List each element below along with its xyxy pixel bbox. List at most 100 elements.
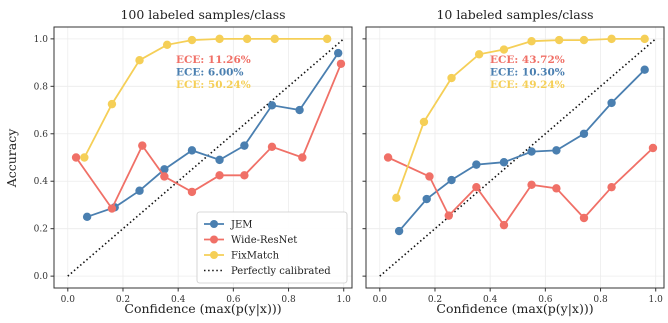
data-point-fixmatch: [187, 35, 197, 45]
series-line-wide-resnet: [75, 63, 342, 211]
data-point-jem: [447, 175, 456, 185]
data-point-wide-resnet: [240, 171, 249, 180]
data-point-jem: [499, 158, 509, 167]
legend-box: [196, 211, 348, 284]
x-tick-label: 0.0: [61, 295, 76, 305]
data-point-wide-resnet: [579, 213, 589, 223]
x-tick-label: 0.6: [538, 295, 553, 305]
data-point-wide-resnet: [107, 204, 117, 213]
x-tick-label: 0.6: [226, 295, 241, 305]
chart-title: 100 labeled samples/class: [120, 7, 285, 22]
data-point-fixmatch: [80, 153, 89, 162]
data-point-wide-resnet: [444, 211, 453, 220]
data-point-wide-resnet: [425, 172, 434, 181]
ece-label-wide-resnet: ECE: 11.26%: [176, 54, 251, 66]
y-tick-label: 1.0: [34, 35, 49, 45]
legend-label: FixMatch: [231, 251, 280, 262]
y-tick-label: 0.8: [34, 82, 49, 92]
data-point-jem: [267, 101, 277, 110]
data-point-wide-resnet: [160, 172, 169, 181]
data-point-fixmatch: [162, 40, 172, 49]
legend-marker: [210, 235, 218, 244]
series-line-jem: [86, 52, 339, 218]
chart-panels: 100 labeled samples/class 0.0 0.2 0.4 0.6 0.8…: [34, 7, 665, 316]
data-point-jem: [160, 165, 169, 174]
data-point-fixmatch: [392, 193, 401, 203]
series-line-jem: [398, 69, 646, 232]
data-point-jem: [552, 146, 561, 155]
data-point-wide-resnet: [298, 153, 307, 162]
legend-marker: [210, 251, 218, 259]
legend-marker: [210, 220, 218, 228]
data-point-fixmatch: [579, 35, 589, 45]
y-tick-label: 0.4: [34, 177, 49, 187]
x-tick-label: 0.4: [171, 295, 186, 305]
data-point-wide-resnet: [527, 180, 536, 189]
data-point-wide-resnet: [383, 153, 393, 162]
data-point-fixmatch: [135, 56, 144, 65]
legend-label: JEM: [230, 220, 253, 231]
data-point-wide-resnet: [187, 187, 197, 197]
x-axis-label: Confidence (max(p(y|x))): [436, 301, 593, 316]
ece-label-jem: ECE: 6.00%: [176, 67, 243, 79]
data-point-wide-resnet: [71, 153, 81, 162]
x-tick-label: 0.2: [428, 295, 442, 305]
ece-label-jem: ECE: 10.30%: [490, 67, 565, 79]
x-tick-label: 1.0: [649, 295, 664, 305]
data-point-jem: [472, 160, 481, 169]
series-line-fixmatch: [395, 38, 645, 199]
plot-frame: [53, 26, 353, 289]
data-point-jem: [607, 98, 616, 108]
data-point-fixmatch: [270, 34, 279, 44]
data-point-fixmatch: [607, 34, 616, 44]
data-point-fixmatch: [419, 117, 429, 127]
data-point-jem: [334, 48, 343, 58]
legend-label: Perfectly calibrated: [231, 266, 331, 277]
data-point-jem: [579, 129, 589, 138]
data-point-wide-resnet: [472, 182, 481, 192]
data-point-jem: [394, 226, 404, 236]
data-point-wide-resnet: [267, 142, 277, 152]
x-tick-label: 0.8: [281, 295, 296, 305]
y-tick-label: 0.2: [34, 225, 48, 235]
legend-label: Wide-ResNet: [231, 235, 297, 246]
data-point-jem: [240, 141, 249, 150]
data-point-jem: [215, 155, 224, 165]
chart-panel-1: 100 labeled samples/class 0.0 0.2 0.4 0.6 0.8…: [34, 7, 353, 316]
x-tick-label: 0.0: [373, 295, 388, 305]
data-point-jem: [295, 105, 304, 115]
data-point-jem: [82, 212, 92, 222]
data-point-jem: [640, 65, 649, 74]
data-point-jem: [187, 146, 197, 155]
data-point-jem: [422, 194, 431, 204]
chart-title: 10 labeled samples/class: [436, 7, 593, 22]
x-tick-label: 0.8: [593, 295, 608, 305]
data-point-fixmatch: [107, 99, 117, 109]
data-point-jem: [527, 147, 536, 156]
y-axis-label: Accuracy: [4, 128, 19, 189]
legend: JEM Wide-ResNet FixMatch Perfectly calibrat…: [196, 211, 348, 284]
data-point-fixmatch: [242, 34, 252, 44]
chart-panel-2: 10 labeled samples/class 0.0 0.2 0.4 0.6 0.8 1…: [362, 7, 665, 316]
data-point-fixmatch: [527, 37, 536, 46]
x-axis-label: Confidence (max(p(y|x))): [124, 301, 281, 316]
data-point-wide-resnet: [552, 184, 561, 193]
ece-label-fixmatch: ECE: 49.24%: [490, 79, 565, 91]
data-point-wide-resnet: [499, 220, 509, 230]
data-point-wide-resnet: [607, 182, 616, 192]
y-tick-label: 0.0: [34, 272, 49, 282]
data-point-fixmatch: [215, 34, 224, 44]
data-point-fixmatch: [640, 34, 649, 44]
y-tick-label: 0.6: [34, 130, 49, 140]
x-tick-label: 0.4: [483, 295, 498, 305]
data-point-fixmatch: [554, 35, 564, 45]
data-point-fixmatch: [499, 45, 509, 54]
data-point-wide-resnet: [336, 59, 346, 68]
data-point-wide-resnet: [648, 143, 658, 153]
data-point-wide-resnet: [215, 171, 224, 180]
data-point-wide-resnet: [138, 141, 147, 150]
data-point-jem: [135, 186, 144, 195]
plot-frame: [365, 26, 665, 289]
data-point-fixmatch: [322, 34, 332, 44]
